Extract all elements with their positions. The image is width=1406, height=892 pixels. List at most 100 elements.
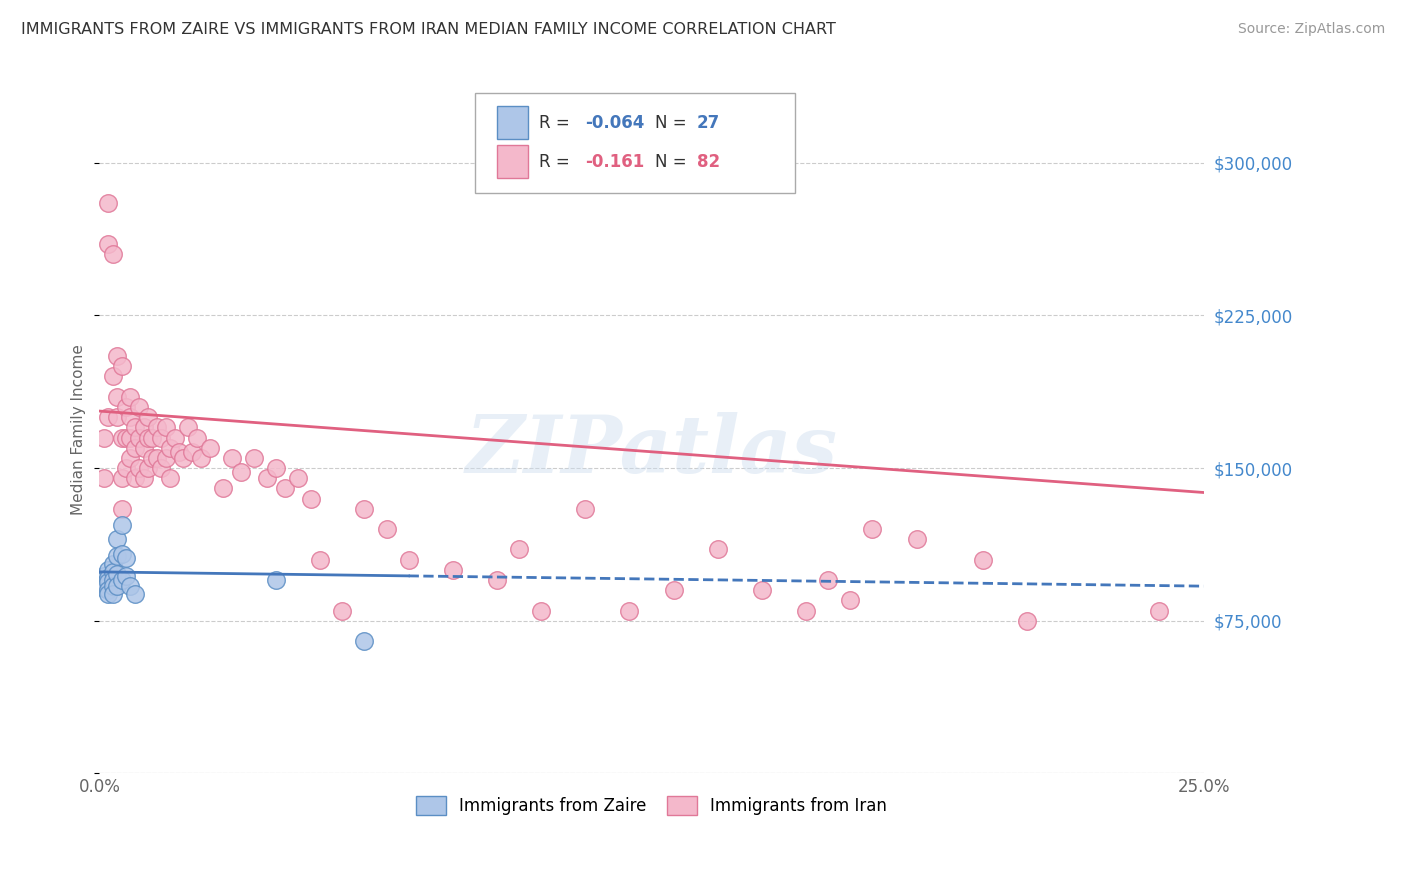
Point	[155, 450, 177, 465]
Point	[93, 581, 115, 595]
Point	[115, 550, 138, 565]
Point	[177, 420, 200, 434]
Point	[150, 431, 173, 445]
Point	[110, 359, 132, 374]
Text: -0.064: -0.064	[585, 114, 644, 132]
Point	[181, 444, 204, 458]
Point	[441, 563, 464, 577]
Point	[110, 547, 132, 561]
Point	[110, 501, 132, 516]
Point	[163, 431, 186, 445]
Point	[155, 420, 177, 434]
Point	[105, 349, 128, 363]
Text: N =: N =	[655, 114, 692, 132]
Point	[115, 569, 138, 583]
Point	[1149, 603, 1171, 617]
Point	[136, 431, 159, 445]
Point	[97, 587, 120, 601]
Text: N =: N =	[655, 153, 692, 171]
Text: IMMIGRANTS FROM ZAIRE VS IMMIGRANTS FROM IRAN MEDIAN FAMILY INCOME CORRELATION C: IMMIGRANTS FROM ZAIRE VS IMMIGRANTS FROM…	[21, 22, 837, 37]
Point	[398, 552, 420, 566]
Text: 82: 82	[697, 153, 720, 171]
Point	[794, 603, 817, 617]
Point	[817, 573, 839, 587]
Point	[97, 575, 120, 590]
Point	[128, 461, 150, 475]
Point	[93, 431, 115, 445]
Point	[707, 542, 730, 557]
Point	[972, 552, 994, 566]
Point	[120, 410, 142, 425]
Point	[124, 471, 146, 485]
FancyBboxPatch shape	[496, 145, 527, 178]
Point	[115, 461, 138, 475]
Point	[120, 450, 142, 465]
Point	[264, 461, 287, 475]
Point	[574, 501, 596, 516]
Y-axis label: Median Family Income: Median Family Income	[72, 344, 86, 516]
Point	[120, 390, 142, 404]
Point	[256, 471, 278, 485]
Point	[212, 482, 235, 496]
Point	[839, 593, 862, 607]
Point	[101, 573, 124, 587]
Point	[101, 369, 124, 384]
Point	[860, 522, 883, 536]
Point	[124, 441, 146, 455]
Text: -0.161: -0.161	[585, 153, 644, 171]
Point	[132, 420, 155, 434]
Point	[330, 603, 353, 617]
Point	[159, 441, 181, 455]
Point	[105, 533, 128, 547]
Point	[115, 431, 138, 445]
Point	[128, 400, 150, 414]
Point	[132, 441, 155, 455]
Point	[97, 571, 120, 585]
Point	[128, 431, 150, 445]
Point	[751, 583, 773, 598]
Point	[93, 471, 115, 485]
Point	[662, 583, 685, 598]
Point	[101, 565, 124, 579]
Point	[110, 471, 132, 485]
Point	[97, 410, 120, 425]
Point	[141, 450, 163, 465]
Point	[508, 542, 530, 557]
Point	[146, 450, 169, 465]
Text: R =: R =	[538, 153, 581, 171]
Point	[221, 450, 243, 465]
Point	[287, 471, 309, 485]
Point	[141, 431, 163, 445]
Point	[274, 482, 297, 496]
Point	[172, 450, 194, 465]
FancyBboxPatch shape	[475, 94, 794, 193]
Point	[97, 237, 120, 252]
Text: 27: 27	[697, 114, 720, 132]
Point	[101, 247, 124, 261]
Point	[101, 579, 124, 593]
Point	[110, 518, 132, 533]
Point	[190, 450, 212, 465]
Point	[301, 491, 323, 506]
Point	[110, 431, 132, 445]
Point	[110, 573, 132, 587]
Point	[124, 420, 146, 434]
Point	[309, 552, 332, 566]
Point	[229, 465, 252, 479]
Point	[120, 431, 142, 445]
Point	[132, 471, 155, 485]
Point	[150, 461, 173, 475]
Point	[93, 577, 115, 591]
Point	[375, 522, 398, 536]
Point	[1015, 614, 1038, 628]
Point	[105, 549, 128, 563]
Point	[93, 569, 115, 583]
Point	[530, 603, 553, 617]
Point	[136, 410, 159, 425]
Point	[485, 573, 508, 587]
Point	[105, 410, 128, 425]
Point	[97, 583, 120, 598]
Point	[243, 450, 266, 465]
Point	[97, 196, 120, 211]
Point	[619, 603, 641, 617]
